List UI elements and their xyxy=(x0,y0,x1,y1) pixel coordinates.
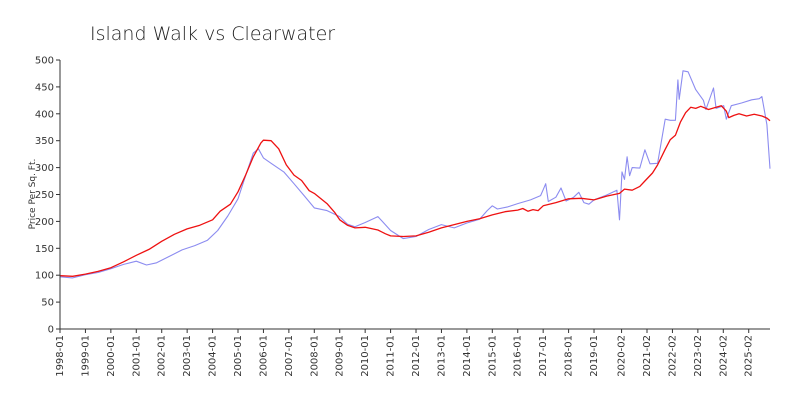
y-tick-label: 0 xyxy=(48,325,54,336)
x-tick-label: 2004-01 xyxy=(208,335,219,377)
x-tick-label: 1999-01 xyxy=(80,335,91,377)
x-tick-label: 2024-02 xyxy=(718,335,729,377)
chart-title: Island Walk vs Clearwater xyxy=(90,23,335,45)
x-tick-label: 2006-01 xyxy=(258,335,269,377)
x-tick-label: 2013-01 xyxy=(436,335,447,377)
y-axis: 0 50 100 150 200 250 300 350 400 450 500 xyxy=(35,56,60,336)
x-tick-label: 2014-01 xyxy=(462,335,473,377)
x-tick-label: 2023-02 xyxy=(693,335,704,377)
series-line-clearwater xyxy=(59,105,771,277)
x-tick-label: 2015-01 xyxy=(487,335,498,377)
y-tick-label: 400 xyxy=(35,109,54,120)
x-tick-label: 2019-01 xyxy=(589,335,600,377)
x-tick-label: 1998-01 xyxy=(55,335,66,377)
y-tick-label: 500 xyxy=(35,56,54,67)
x-tick-label: 2005-01 xyxy=(233,335,244,377)
x-tick-label: 2010-01 xyxy=(360,335,371,377)
series-line-island-walk xyxy=(59,70,771,279)
x-tick-label: 2009-01 xyxy=(335,335,346,377)
x-tick-label: 2017-01 xyxy=(538,335,549,377)
x-tick-label: 2000-01 xyxy=(106,335,117,377)
axes-lines xyxy=(59,60,770,330)
x-axis: 1998-01 1999-01 2000-01 2001-01 2002-01 2003-… xyxy=(55,329,755,377)
x-tick-label: 2012-01 xyxy=(411,335,422,377)
y-tick-label: 300 xyxy=(35,163,54,174)
x-tick-label: 2003-01 xyxy=(182,335,193,377)
y-tick-label: 350 xyxy=(35,136,54,147)
y-tick-label: 100 xyxy=(35,271,54,282)
x-tick-label: 2007-01 xyxy=(284,335,295,377)
x-tick-label: 2008-01 xyxy=(309,335,320,377)
x-tick-label: 2016-01 xyxy=(513,335,524,377)
y-tick-label: 450 xyxy=(35,82,54,93)
y-tick-label: 200 xyxy=(35,217,54,228)
x-tick-label: 2020-02 xyxy=(617,335,628,377)
y-tick-label: 50 xyxy=(41,298,54,309)
x-tick-label: 2021-02 xyxy=(642,335,653,377)
y-tick-label: 150 xyxy=(35,244,54,255)
x-tick-label: 2011-01 xyxy=(386,335,397,377)
x-tick-label: 2002-01 xyxy=(157,335,168,377)
y-tick-label: 250 xyxy=(35,190,54,201)
y-axis-label: Price Per Sq. Ft. xyxy=(28,159,38,230)
x-tick-label: 2022-02 xyxy=(667,335,678,377)
series-layer xyxy=(59,70,771,279)
x-tick-label: 2025-02 xyxy=(744,335,755,377)
x-tick-label: 2018-01 xyxy=(564,335,575,377)
x-tick-label: 2001-01 xyxy=(131,335,142,377)
